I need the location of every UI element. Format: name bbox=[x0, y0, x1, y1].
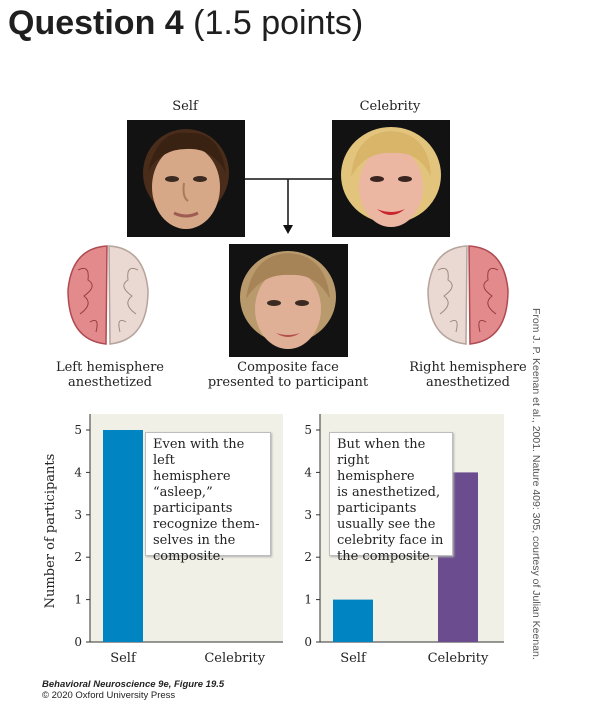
x-category-label: Self bbox=[340, 651, 367, 666]
self-face-label: Self bbox=[172, 99, 198, 114]
right-hemisphere-label-line1: Right hemisphere bbox=[409, 360, 527, 375]
right-annotation-line: participants bbox=[337, 501, 417, 516]
left-annotation-line: Even with the left bbox=[153, 437, 245, 468]
right-annotation-line: right hemisphere bbox=[337, 453, 415, 484]
y-tick-label: 3 bbox=[74, 508, 82, 522]
composite-face-label: Composite face presented to participant bbox=[198, 360, 378, 390]
right-annotation-line: is anesthetized, bbox=[337, 485, 441, 500]
left-hemisphere-label-line1: Left hemisphere bbox=[55, 360, 164, 375]
self-face-image bbox=[127, 120, 245, 237]
left-anesthetized-brain-icon bbox=[67, 245, 149, 345]
left-annotation-line: hemisphere bbox=[153, 469, 231, 484]
x-category-label: Celebrity bbox=[428, 651, 489, 666]
y-tick-label: 1 bbox=[304, 593, 312, 607]
right-anesthetized-brain-icon bbox=[427, 245, 509, 345]
composite-face-label-line1: Composite face bbox=[237, 360, 339, 375]
composite-face-image bbox=[229, 244, 348, 357]
composite-connector bbox=[243, 178, 335, 234]
left-annotation-line: composite. bbox=[153, 549, 225, 564]
left-hemisphere-label: Left hemisphere anesthetized bbox=[40, 360, 180, 390]
y-tick-label: 0 bbox=[304, 635, 312, 649]
celebrity-face-label: Celebrity bbox=[359, 99, 421, 114]
left-hemisphere-label-line2: anesthetized bbox=[67, 375, 153, 390]
right-hemisphere-label: Right hemisphere anesthetized bbox=[398, 360, 538, 390]
left-annotation-line: recognize them- bbox=[153, 517, 260, 532]
copyright: Behavioral Neuroscience 9e, Figure 19.5 … bbox=[42, 679, 224, 701]
y-tick-label: 4 bbox=[74, 465, 82, 479]
bar-self bbox=[103, 430, 143, 642]
y-tick-label: 0 bbox=[74, 635, 82, 649]
left-annotation-line: selves in the bbox=[153, 533, 236, 548]
bar-self bbox=[333, 599, 373, 642]
composite-face-label-line2: presented to participant bbox=[207, 375, 369, 390]
y-tick-label: 2 bbox=[74, 550, 82, 564]
y-tick-label: 1 bbox=[74, 593, 82, 607]
copyright-figure-ref: Behavioral Neuroscience 9e, Figure 19.5 bbox=[42, 679, 225, 690]
y-tick-label: 4 bbox=[304, 465, 312, 479]
right-annotation-line: usually see the bbox=[337, 517, 436, 532]
celebrity-face-image bbox=[332, 120, 450, 237]
question-number: Question 4 bbox=[8, 4, 184, 42]
y-tick-label: 2 bbox=[304, 550, 312, 564]
right-chart-annotation: But when the right hemisphere is anesthe… bbox=[329, 432, 453, 564]
right-annotation-line: celebrity face in bbox=[337, 533, 444, 548]
side-credit: From J. P. Keenan et al., 2001. Nature 4… bbox=[530, 308, 542, 660]
y-tick-label: 5 bbox=[74, 423, 82, 437]
right-annotation-line: the composite. bbox=[337, 549, 434, 564]
question-points: (1.5 points) bbox=[193, 4, 364, 42]
left-chart-annotation: Even with the left hemisphere “asleep,” … bbox=[145, 432, 271, 564]
copyright-publisher: © 2020 Oxford University Press bbox=[42, 690, 176, 701]
y-tick-label: 3 bbox=[304, 508, 312, 522]
question-title: Question 4 (1.5 points) bbox=[8, 4, 363, 43]
y-axis-label: Number of participants bbox=[43, 454, 58, 609]
left-annotation-line: participants bbox=[153, 501, 233, 516]
x-category-label: Self bbox=[110, 651, 137, 666]
right-hemisphere-label-line2: anesthetized bbox=[425, 375, 511, 390]
x-category-label: Celebrity bbox=[204, 651, 265, 666]
right-annotation-line: But when the bbox=[337, 437, 426, 452]
left-annotation-line: “asleep,” bbox=[153, 485, 213, 500]
y-tick-label: 5 bbox=[304, 423, 312, 437]
